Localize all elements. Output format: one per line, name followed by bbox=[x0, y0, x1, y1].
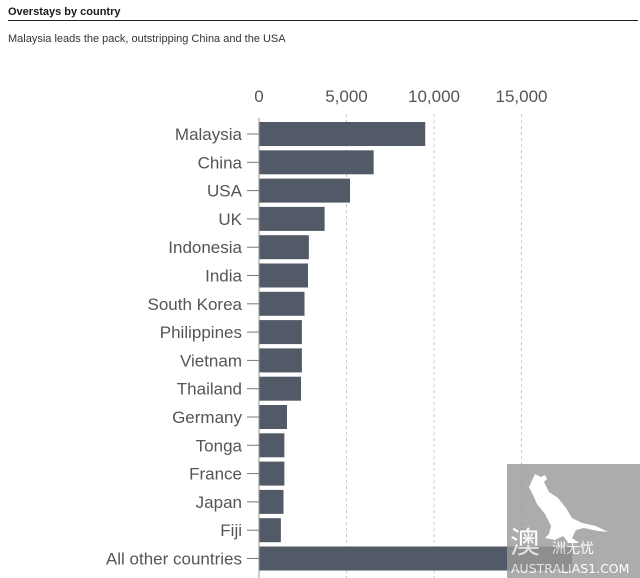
kangaroo-icon bbox=[529, 474, 608, 542]
bar bbox=[259, 376, 301, 401]
category-label: Malaysia bbox=[175, 125, 243, 144]
x-tick-label: 10,000 bbox=[408, 87, 460, 106]
chart-subtitle: Malaysia leads the pack, outstripping Ch… bbox=[8, 33, 286, 45]
bar bbox=[259, 206, 325, 231]
category-label: China bbox=[198, 153, 243, 172]
watermark-brand: AUSTRALIAS1.COM bbox=[511, 561, 629, 576]
bar bbox=[259, 320, 302, 345]
category-label: Thailand bbox=[177, 380, 242, 399]
watermark-glyph: 澳 bbox=[510, 526, 540, 561]
bar bbox=[259, 489, 284, 514]
bar bbox=[259, 122, 426, 146]
x-tick-label: 5,000 bbox=[325, 87, 368, 106]
category-label: India bbox=[205, 267, 242, 286]
bar bbox=[259, 178, 350, 203]
x-tick-label: 15,000 bbox=[496, 87, 548, 106]
bar bbox=[259, 263, 308, 288]
chart-title: Overstays by country bbox=[8, 6, 121, 18]
x-axis-ticks: 0 5,000 10,000 15,000 bbox=[254, 87, 547, 106]
category-label: Philippines bbox=[160, 323, 242, 342]
category-label: Indonesia bbox=[168, 238, 242, 257]
bar bbox=[259, 405, 287, 429]
category-label: South Korea bbox=[147, 295, 242, 314]
category-label: France bbox=[189, 465, 242, 484]
gridlines bbox=[346, 114, 522, 578]
category-label: Fiji bbox=[220, 521, 242, 540]
watermark-logo: 澳 洲无忧 AUSTRALIAS1.COM bbox=[507, 464, 640, 578]
category-label: Germany bbox=[172, 408, 242, 427]
category-label: Japan bbox=[196, 493, 242, 512]
category-label: UK bbox=[218, 210, 242, 229]
bar bbox=[259, 291, 305, 316]
category-label: USA bbox=[207, 182, 243, 201]
category-label: All other countries bbox=[106, 550, 242, 569]
bar bbox=[259, 348, 302, 373]
category-label: Vietnam bbox=[180, 351, 242, 370]
bar bbox=[259, 150, 374, 175]
title-rule bbox=[8, 20, 638, 21]
category-labels: Malaysia China USA UK Indonesia India South Ko… bbox=[106, 125, 259, 569]
bar bbox=[259, 461, 285, 486]
bar bbox=[259, 433, 285, 458]
x-tick-label: 0 bbox=[254, 87, 263, 106]
bar bbox=[259, 235, 309, 260]
category-label: Tonga bbox=[196, 436, 243, 455]
bar bbox=[259, 518, 281, 543]
watermark-cn-text: 洲无忧 bbox=[552, 541, 594, 557]
